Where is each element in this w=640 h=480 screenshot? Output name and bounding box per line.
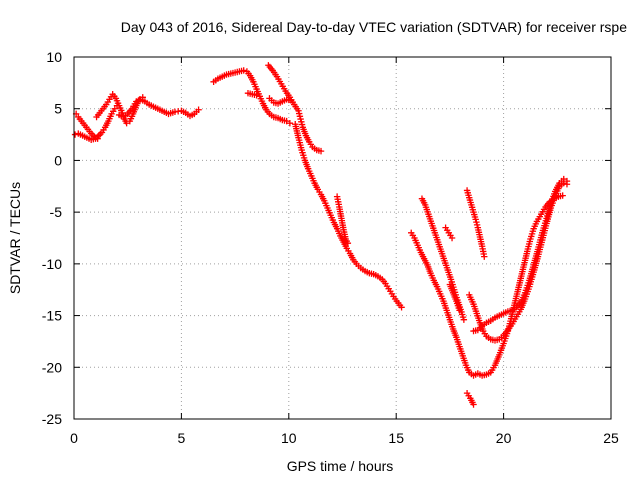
data-point-marker (460, 316, 468, 323)
data-point-marker (344, 239, 352, 247)
x-axis-label: GPS time / hours (287, 458, 394, 474)
x-tick-label: 10 (281, 430, 297, 446)
data-point-marker (560, 175, 567, 183)
data-point-marker (286, 119, 294, 127)
y-tick-label: 10 (46, 49, 62, 65)
chart-title: Day 043 of 2016, Sidereal Day-to-day VTE… (121, 19, 627, 35)
y-tick-label: -5 (50, 204, 63, 220)
data-point-marker (470, 401, 477, 408)
data-point-marker (398, 304, 405, 311)
plot-frame (73, 56, 612, 420)
data-points (71, 62, 571, 408)
y-tick-label: -15 (42, 308, 62, 324)
data-point-marker (195, 106, 202, 113)
data-point-marker (283, 117, 290, 125)
y-tick-label: -25 (42, 411, 62, 427)
data-point-marker (481, 253, 488, 260)
axis-ticks: 0 5 10 15 20 25 10 5 0 -5 -10 -15 -20 -25 (42, 49, 619, 446)
data-point-marker (240, 67, 247, 74)
data-point-marker (448, 234, 456, 242)
data-point-marker (287, 97, 295, 104)
x-tick-label: 20 (496, 430, 512, 446)
y-tick-label: 0 (54, 152, 62, 168)
data-point-marker (563, 177, 571, 185)
data-point-marker (119, 109, 126, 117)
data-point-marker (123, 119, 130, 127)
x-tick-label: 5 (178, 430, 186, 446)
data-point-marker (559, 192, 566, 199)
x-tick-label: 15 (388, 430, 404, 446)
data-point-marker (456, 307, 463, 314)
x-tick-label: 25 (603, 430, 619, 446)
y-tick-label: -10 (42, 256, 62, 272)
data-point-marker (253, 92, 260, 99)
y-tick-label: -20 (42, 359, 62, 375)
data-point-marker (71, 131, 79, 138)
data-point-marker (317, 147, 325, 155)
y-tick-label: 5 (54, 101, 62, 117)
y-axis-label: SDTVAR / TECUs (7, 182, 23, 294)
x-tick-label: 0 (70, 430, 78, 446)
